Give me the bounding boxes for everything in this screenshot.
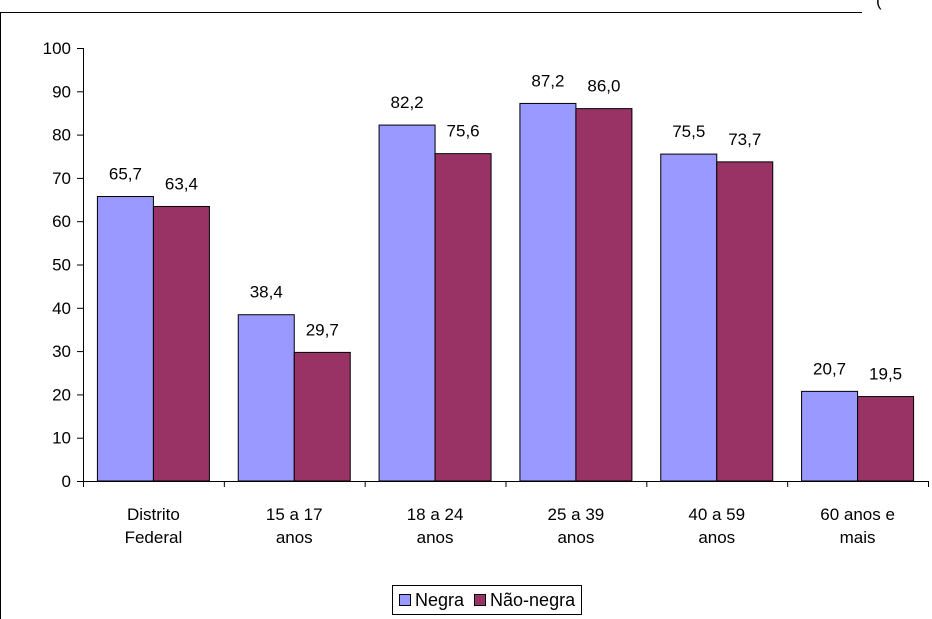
- legend-label-nao-negra: Não-negra: [490, 589, 576, 610]
- bar-negra-5: [801, 390, 859, 482]
- bar-negra-0: [96, 196, 154, 482]
- bar-negra-1: [237, 314, 295, 482]
- legend-item-negra: Negra: [399, 590, 464, 611]
- data-label-negra-5: 20,7: [813, 359, 846, 378]
- y-tick-label-1: 10: [52, 429, 71, 448]
- data-label-negra-1: 38,4: [250, 283, 283, 302]
- legend: Negra Não-negra: [392, 585, 583, 615]
- bar-nao-negra-0: [152, 205, 210, 482]
- data-label-nao-negra-1: 29,7: [306, 320, 339, 339]
- data-label-negra-2: 82,2: [391, 93, 424, 112]
- y-tick-label-8: 80: [52, 126, 71, 145]
- y-tick-label-5: 50: [52, 256, 71, 275]
- y-tick-label-9: 90: [52, 82, 71, 101]
- legend-label-negra: Negra: [415, 589, 465, 610]
- data-label-negra-4: 75,5: [672, 122, 705, 141]
- bar-negra-3: [519, 102, 577, 482]
- legend-swatch-negra: [399, 594, 411, 606]
- data-label-negra-3: 87,2: [531, 71, 564, 90]
- x-category-label-3: 25 a 39 anos: [548, 505, 605, 547]
- x-category-label-1: 15 a 17 anos: [266, 505, 323, 547]
- data-label-nao-negra-2: 75,6: [447, 122, 480, 141]
- y-tick-label-10: 100: [43, 39, 71, 58]
- y-tick-label-4: 40: [52, 299, 71, 318]
- bar-negra-2: [378, 124, 436, 482]
- frame-border: [0, 12, 862, 619]
- x-category-labels-group: Distrito Federal 15 a 17 anos 18 a 24 anos 25 …: [125, 505, 895, 547]
- x-category-label-5: 60 anos e mais: [820, 505, 895, 547]
- bar-nao-negra-1: [293, 351, 351, 482]
- legend-swatch-nao-negra: [474, 594, 487, 606]
- x-category-label-4: 40 a 59 anos: [688, 505, 745, 547]
- y-tick-labels-group: 0 10 20 30 40 50 60 70 80 90 100: [43, 39, 71, 491]
- bar-nao-negra-3: [575, 108, 633, 482]
- corner-mark: (: [876, 0, 882, 10]
- data-label-nao-negra-3: 86,0: [587, 77, 620, 96]
- bar-negra-4: [660, 153, 718, 482]
- bar-nao-negra-4: [716, 161, 774, 482]
- axes-group: [77, 48, 929, 487]
- x-category-label-0: Distrito Federal: [125, 505, 183, 547]
- legend-item-nao-negra: Não-negra: [474, 590, 575, 611]
- data-labels-group: 65,7 38,4 82,2 87,2 75,5 20,7 63,4 29,7 75,6 86,0…: [109, 71, 902, 383]
- x-category-label-2: 18 a 24 anos: [407, 505, 464, 547]
- y-tick-label-6: 60: [52, 212, 71, 231]
- bar-nao-negra-2: [434, 153, 492, 482]
- y-tick-label-3: 30: [52, 342, 71, 361]
- y-tick-label-0: 0: [62, 472, 71, 491]
- data-label-nao-negra-4: 73,7: [728, 130, 761, 149]
- data-label-nao-negra-0: 63,4: [165, 174, 198, 193]
- data-label-negra-0: 65,7: [109, 165, 142, 184]
- data-label-nao-negra-5: 19,5: [869, 365, 902, 384]
- bar-nao-negra-5: [857, 396, 915, 482]
- bars-group: [96, 102, 915, 482]
- y-tick-label-2: 20: [52, 385, 71, 404]
- y-tick-label-7: 70: [52, 169, 71, 188]
